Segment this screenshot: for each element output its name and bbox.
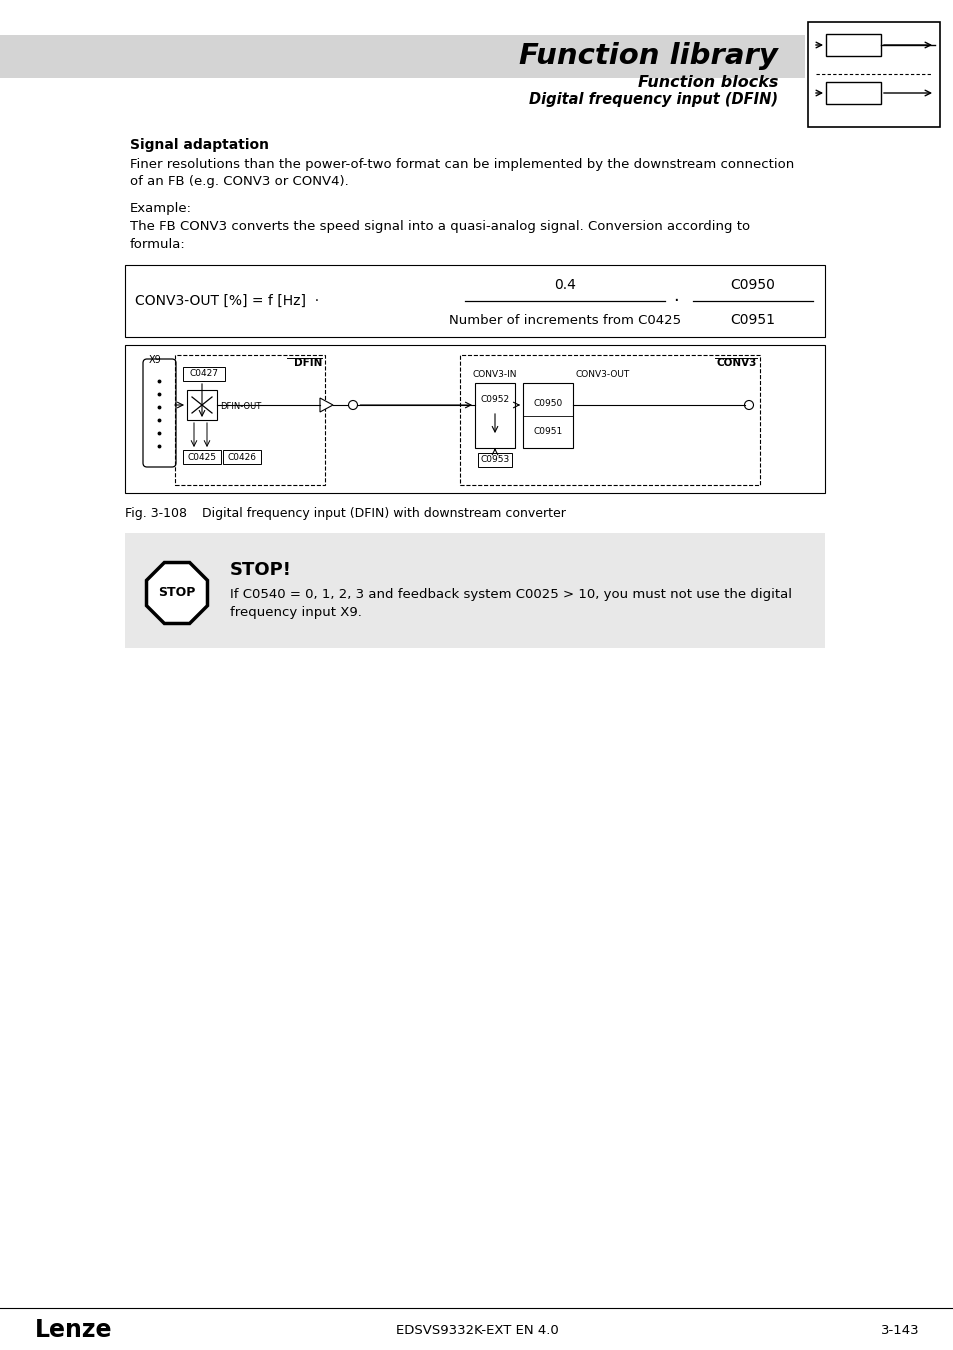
Text: STOP: STOP: [158, 586, 195, 599]
Text: CONV3-OUT [%] = f [Hz]  ·: CONV3-OUT [%] = f [Hz] ·: [135, 294, 319, 308]
FancyBboxPatch shape: [143, 359, 175, 467]
Text: C0427: C0427: [190, 370, 218, 378]
Circle shape: [348, 401, 357, 409]
Text: C0951: C0951: [533, 427, 562, 436]
Text: C0950: C0950: [730, 278, 775, 292]
Text: C0425: C0425: [188, 452, 216, 462]
Text: X9: X9: [149, 355, 162, 364]
Bar: [125, 533, 824, 648]
Bar: [459, 355, 760, 485]
Bar: [125, 265, 824, 338]
Bar: [183, 367, 225, 381]
Text: DFIN: DFIN: [294, 358, 322, 369]
Text: 3-143: 3-143: [881, 1323, 919, 1336]
Bar: [477, 454, 512, 467]
Bar: [174, 355, 325, 485]
Text: C0951: C0951: [730, 313, 775, 327]
Text: ·: ·: [672, 292, 678, 311]
Text: If C0540 = 0, 1, 2, 3 and feedback system C0025 > 10, you must not use the digit: If C0540 = 0, 1, 2, 3 and feedback syste…: [230, 589, 791, 620]
Bar: [187, 390, 216, 420]
Text: Finer resolutions than the power-of-two format can be implemented by the downstr: Finer resolutions than the power-of-two …: [130, 158, 794, 189]
Bar: [825, 82, 880, 104]
Text: 0.4: 0.4: [554, 278, 576, 292]
Text: CONV3-OUT: CONV3-OUT: [576, 370, 630, 379]
Bar: [223, 450, 261, 464]
Bar: [125, 346, 824, 493]
Text: The FB CONV3 converts the speed signal into a quasi-analog signal. Conversion ac: The FB CONV3 converts the speed signal i…: [130, 220, 749, 251]
Bar: [0, 35, 804, 78]
Text: CONV3: CONV3: [716, 358, 757, 369]
Bar: [807, 22, 939, 127]
Text: STOP!: STOP!: [230, 562, 292, 579]
Circle shape: [743, 401, 753, 409]
Text: C0953: C0953: [480, 455, 509, 464]
Text: Lenze: Lenze: [35, 1318, 112, 1342]
Polygon shape: [147, 563, 207, 624]
Bar: [825, 34, 880, 55]
Text: Signal adaptation: Signal adaptation: [130, 138, 269, 153]
Text: Digital frequency input (DFIN): Digital frequency input (DFIN): [529, 92, 778, 107]
Text: Function library: Function library: [518, 42, 778, 70]
Polygon shape: [319, 398, 333, 412]
Bar: [522, 383, 573, 448]
Bar: [183, 450, 221, 464]
Text: Fig. 3-108: Fig. 3-108: [125, 508, 187, 520]
Text: Number of increments from C0425: Number of increments from C0425: [449, 313, 680, 327]
Text: C0426: C0426: [227, 452, 256, 462]
Text: Digital frequency input (DFIN) with downstream converter: Digital frequency input (DFIN) with down…: [202, 508, 565, 520]
Text: EDSVS9332K-EXT EN 4.0: EDSVS9332K-EXT EN 4.0: [395, 1323, 558, 1336]
Text: Example:: Example:: [130, 202, 192, 215]
Text: C0950: C0950: [533, 398, 562, 408]
Bar: [475, 383, 515, 448]
Text: C0952: C0952: [480, 394, 509, 404]
Text: Function blocks: Function blocks: [637, 76, 778, 90]
Text: DFIN-OUT: DFIN-OUT: [220, 402, 261, 410]
Text: CONV3-IN: CONV3-IN: [473, 370, 517, 379]
